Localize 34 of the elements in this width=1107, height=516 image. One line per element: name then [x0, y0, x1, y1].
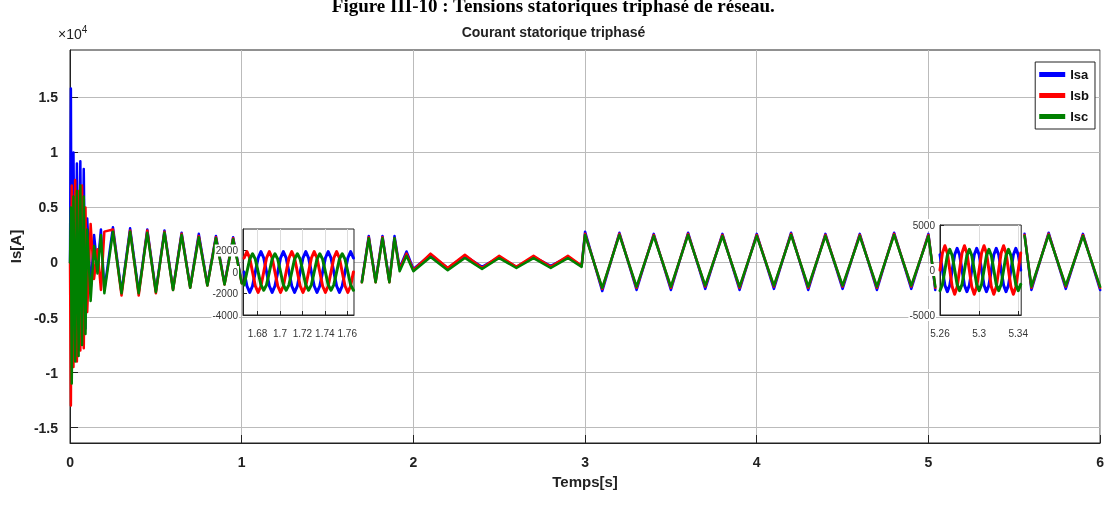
x-tick-label: 1.7: [273, 327, 288, 339]
y-tick-label: 1.5: [38, 89, 59, 106]
y-tick-label: 0: [50, 254, 59, 271]
x-tick-label: 3: [581, 454, 590, 470]
y-tick-label: -2000: [212, 288, 239, 299]
x-tick-label: 5.34: [1008, 327, 1029, 339]
x-tick-label: 6: [1096, 454, 1105, 470]
y-axis-title: Is[A]: [7, 229, 24, 264]
y-tick-label: 0.5: [38, 199, 59, 216]
y-tick-label: 0: [232, 266, 239, 278]
y-tick-label: -0.5: [33, 309, 59, 326]
x-tick-label: 1.72: [292, 327, 313, 339]
x-tick-label: 4: [752, 454, 761, 470]
x-tick-label: 2: [409, 454, 418, 470]
x-tick-label: 1.74: [315, 327, 336, 339]
y-tick-label: -1: [45, 364, 59, 381]
y-tick-label: 1: [50, 144, 59, 161]
x-tick-label: 0: [66, 454, 75, 470]
y-tick-label: 2000: [215, 245, 239, 256]
y-tick-label: -4000: [212, 309, 239, 321]
y-tick-label: 0: [929, 264, 936, 276]
chart-title: Courant statorique triphasé: [461, 24, 646, 40]
legend-label: Isa: [1070, 67, 1090, 82]
x-tick-label: 1.76: [337, 327, 358, 339]
legend-label: Isc: [1070, 109, 1089, 124]
y-tick-label: -5000: [909, 309, 936, 321]
y-tick-label: -1.5: [33, 419, 59, 436]
legend-label: Isb: [1070, 88, 1090, 103]
x-tick-label: 5.3: [972, 327, 987, 339]
x-tick-label: 1.68: [247, 327, 268, 339]
x-axis-title: Temps[s]: [552, 472, 618, 490]
x-tick-label: 5.26: [930, 327, 951, 339]
y-tick-label: 5000: [912, 219, 936, 231]
x-tick-label: 5: [924, 454, 933, 470]
